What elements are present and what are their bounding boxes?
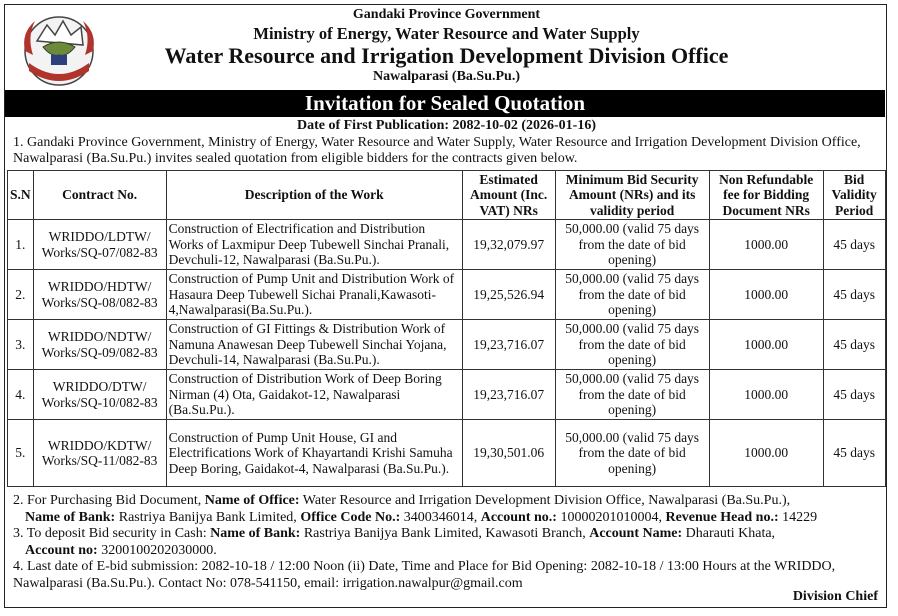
office-code-label: Office Code No.: (300, 509, 401, 525)
cell-amount: 19,25,526.94 (461, 269, 556, 320)
cell-amount: 19,30,501.06 (461, 419, 556, 487)
cell-security: 50,000.00 (valid 75 days from the date o… (554, 419, 710, 487)
notice-title-banner: Invitation for Sealed Quotation (5, 90, 885, 117)
table-row: 5. WRIDDO/KDTW/ Works/SQ-11/082-83 Const… (7, 419, 886, 487)
office-code-value: 3400346014, (400, 509, 481, 525)
col-header-security: Minimum Bid Security Amount (NRs) and it… (554, 170, 710, 220)
cell-security: 50,000.00 (valid 75 days from the date o… (554, 269, 710, 320)
cell-validity: 45 days (822, 419, 886, 487)
account-name-label: Account Name: (589, 526, 683, 541)
col-header-contract: Contract No. (32, 170, 167, 220)
cell-fee: 1000.00 (708, 369, 824, 420)
deposit-bank-value: Rastriya Banijya Bank Limited, Kawasoti … (300, 526, 590, 541)
deposit-account-label: Account no: (25, 542, 98, 558)
note-2-bank-line: Name of Bank: Rastriya Banijya Bank Limi… (13, 510, 883, 527)
deposit-account-value: 3200100202030000. (97, 542, 217, 558)
cell-amount: 19,23,716.07 (461, 369, 556, 420)
cell-fee: 1000.00 (708, 419, 824, 487)
table-row: 4. WRIDDO/DTW/ Works/SQ-10/082-83 Constr… (7, 369, 886, 420)
office-name: Water Resource and Irrigation Developmen… (164, 43, 729, 68)
intro-paragraph: 1. Gandaki Province Government, Ministry… (13, 135, 861, 166)
table-header-row: S.N Contract No. Description of the Work… (7, 170, 886, 220)
cell-description: Construction of Pump Unit and Distributi… (165, 269, 463, 320)
cell-amount: 19,23,716.07 (461, 319, 556, 370)
cell-sn: 1. (7, 219, 34, 270)
publication-date: Date of First Publication: 2082-10-02 (2… (296, 118, 596, 133)
notice-page: Gandaki Province Government Ministry of … (4, 4, 887, 608)
table-row: 3. WRIDDO/NDTW/ Works/SQ-09/082-83 Const… (7, 319, 886, 370)
cell-amount: 19,32,079.97 (461, 219, 556, 270)
col-header-amount: Estimated Amount (Inc. VAT) NRs (461, 170, 556, 220)
office-value: Water Resource and Irrigation Developmen… (299, 493, 791, 508)
account-name-value: Dharauti Khata, (682, 526, 776, 541)
contracts-table: S.N Contract No. Description of the Work… (7, 170, 886, 487)
cell-description: Construction of Electrification and Dist… (165, 219, 463, 270)
cell-contract: WRIDDO/DTW/ Works/SQ-10/082-83 (32, 369, 167, 420)
note-2: 2. For Purchasing Bid Document, Name of … (13, 493, 883, 510)
table-row: 2. WRIDDO/HDTW/ Works/SQ-08/082-83 Const… (7, 269, 886, 320)
cell-fee: 1000.00 (708, 319, 824, 370)
cell-contract: WRIDDO/LDTW/ Works/SQ-07/082-83 (32, 219, 167, 270)
cell-sn: 5. (7, 419, 34, 487)
revenue-head-label: Revenue Head no.: (665, 509, 779, 525)
cell-fee: 1000.00 (708, 269, 824, 320)
notes-section: 2. For Purchasing Bid Document, Name of … (13, 493, 883, 592)
office-location: Nawalparasi (Ba.Su.Pu.) (372, 69, 521, 84)
bank-label: Name of Bank: (25, 509, 116, 525)
signature-title: Division Chief (792, 589, 878, 604)
bank-value: Rastriya Banijya Bank Limited, (115, 509, 301, 525)
cell-security: 50,000.00 (valid 75 days from the date o… (554, 219, 710, 270)
cell-sn: 3. (7, 319, 34, 370)
cell-description: Construction of GI Fittings & Distributi… (165, 319, 463, 370)
ministry-name: Ministry of Energy, Water Resource and W… (253, 24, 640, 43)
cell-validity: 45 days (822, 369, 886, 420)
cell-description: Construction of Pump Unit House, GI and … (165, 419, 463, 487)
cell-validity: 45 days (822, 319, 886, 370)
deposit-bank-label: Name of Bank: (210, 526, 301, 541)
office-label: Name of Office: (204, 493, 300, 508)
note-3-prefix: 3. To deposit Bid security in Cash: (13, 526, 211, 541)
cell-security: 50,000.00 (valid 75 days from the date o… (554, 369, 710, 420)
revenue-head-value: 14229 (778, 509, 818, 525)
cell-description: Construction of Distribution Work of Dee… (165, 369, 463, 420)
note-2-prefix: 2. For Purchasing Bid Document, (13, 493, 205, 508)
note-4: 4. Last date of E-bid submission: 2082-1… (13, 559, 836, 591)
cell-fee: 1000.00 (708, 219, 824, 270)
province-name: Gandaki Province Government (352, 7, 541, 22)
cell-sn: 2. (7, 269, 34, 320)
col-header-validity: Bid Validity Period (822, 170, 886, 220)
cell-validity: 45 days (822, 219, 886, 270)
cell-contract: WRIDDO/KDTW/ Works/SQ-11/082-83 (32, 419, 167, 487)
nepal-emblem-icon (24, 16, 94, 86)
cell-contract: WRIDDO/HDTW/ Works/SQ-08/082-83 (32, 269, 167, 320)
cell-sn: 4. (7, 369, 34, 420)
note-3-account-line: Account no: 3200100202030000. (13, 543, 883, 560)
table-row: 1. WRIDDO/LDTW/ Works/SQ-07/082-83 Const… (7, 219, 886, 270)
cell-security: 50,000.00 (valid 75 days from the date o… (554, 319, 710, 370)
col-header-fee: Non Refundable fee for Bidding Document … (708, 170, 824, 220)
cell-validity: 45 days (822, 269, 886, 320)
col-header-sn: S.N (7, 170, 34, 220)
account-label: Account no.: (480, 509, 557, 525)
col-header-description: Description of the Work (165, 170, 463, 220)
note-3: 3. To deposit Bid security in Cash: Name… (13, 526, 883, 543)
cell-contract: WRIDDO/NDTW/ Works/SQ-09/082-83 (32, 319, 167, 370)
account-value: 10000201010004, (556, 509, 666, 525)
